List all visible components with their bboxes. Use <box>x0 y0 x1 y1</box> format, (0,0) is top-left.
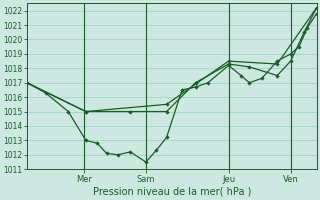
X-axis label: Pression niveau de la mer( hPa ): Pression niveau de la mer( hPa ) <box>92 187 251 197</box>
